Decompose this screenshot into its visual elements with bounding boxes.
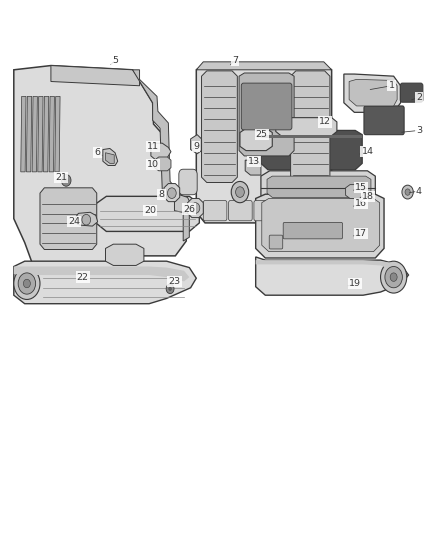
Polygon shape (196, 62, 332, 70)
Text: 8: 8 (159, 190, 164, 199)
Text: 19: 19 (349, 279, 361, 288)
Polygon shape (154, 157, 171, 171)
Text: 17: 17 (355, 229, 367, 238)
FancyBboxPatch shape (203, 200, 227, 221)
Polygon shape (239, 73, 294, 156)
Text: 5: 5 (112, 56, 118, 64)
Polygon shape (344, 74, 401, 112)
Polygon shape (106, 244, 144, 265)
Polygon shape (267, 176, 371, 197)
Text: 23: 23 (168, 277, 180, 286)
Polygon shape (106, 153, 114, 164)
FancyBboxPatch shape (229, 200, 252, 221)
FancyBboxPatch shape (279, 200, 303, 221)
FancyBboxPatch shape (283, 222, 343, 239)
Polygon shape (38, 96, 43, 172)
Polygon shape (290, 71, 330, 182)
Polygon shape (26, 96, 32, 172)
Text: 4: 4 (416, 187, 422, 196)
Polygon shape (14, 66, 186, 285)
Polygon shape (14, 261, 196, 304)
Text: 24: 24 (68, 217, 80, 227)
Circle shape (231, 181, 249, 203)
Polygon shape (51, 66, 140, 86)
Polygon shape (262, 198, 380, 252)
Polygon shape (349, 79, 397, 106)
Polygon shape (187, 198, 203, 217)
FancyBboxPatch shape (179, 169, 197, 195)
Polygon shape (174, 193, 191, 213)
Text: 14: 14 (361, 147, 374, 156)
Polygon shape (261, 171, 375, 204)
FancyBboxPatch shape (364, 106, 404, 135)
Text: 10: 10 (147, 160, 159, 169)
FancyBboxPatch shape (400, 83, 423, 102)
Text: 11: 11 (147, 142, 159, 151)
Polygon shape (96, 196, 199, 231)
Text: 6: 6 (95, 148, 101, 157)
Polygon shape (74, 212, 98, 226)
Polygon shape (40, 188, 97, 249)
Polygon shape (261, 135, 362, 138)
Polygon shape (21, 96, 26, 172)
Circle shape (390, 273, 397, 281)
Polygon shape (32, 96, 37, 172)
Polygon shape (256, 194, 384, 258)
Text: 16: 16 (355, 199, 367, 208)
Text: 15: 15 (355, 183, 367, 192)
Polygon shape (346, 184, 363, 198)
Text: 2: 2 (416, 93, 422, 102)
Text: 20: 20 (144, 206, 156, 215)
Circle shape (166, 284, 174, 294)
Text: 3: 3 (416, 126, 422, 135)
Polygon shape (256, 260, 398, 272)
Polygon shape (49, 96, 54, 172)
Circle shape (236, 187, 244, 197)
Circle shape (381, 261, 407, 293)
FancyBboxPatch shape (304, 200, 328, 221)
FancyBboxPatch shape (254, 200, 278, 221)
Text: 7: 7 (232, 56, 238, 64)
Polygon shape (103, 149, 118, 165)
Text: 21: 21 (55, 173, 67, 182)
Circle shape (385, 266, 403, 288)
Polygon shape (55, 96, 60, 172)
Polygon shape (43, 96, 49, 172)
Polygon shape (245, 160, 261, 175)
Polygon shape (261, 131, 362, 169)
Polygon shape (14, 266, 189, 281)
Text: 18: 18 (362, 192, 374, 201)
Polygon shape (276, 118, 337, 136)
Circle shape (405, 189, 410, 195)
Circle shape (402, 185, 413, 199)
FancyBboxPatch shape (241, 83, 292, 130)
Text: 9: 9 (193, 142, 199, 151)
Circle shape (64, 178, 68, 182)
Polygon shape (196, 64, 332, 223)
Circle shape (191, 203, 200, 213)
Text: 25: 25 (256, 130, 268, 139)
Text: 26: 26 (184, 205, 195, 214)
Text: 13: 13 (248, 157, 260, 166)
Polygon shape (240, 128, 272, 151)
Polygon shape (133, 70, 189, 241)
Polygon shape (151, 143, 171, 160)
Circle shape (82, 214, 91, 225)
Circle shape (23, 279, 30, 288)
Polygon shape (191, 135, 201, 154)
Text: 1: 1 (389, 81, 395, 90)
Circle shape (14, 268, 40, 300)
Circle shape (169, 287, 171, 290)
Circle shape (61, 174, 71, 186)
Circle shape (167, 188, 176, 198)
Text: 12: 12 (319, 117, 331, 126)
Polygon shape (201, 71, 237, 182)
Text: 22: 22 (77, 273, 89, 281)
Polygon shape (164, 183, 180, 201)
Polygon shape (256, 257, 409, 295)
Circle shape (18, 273, 35, 294)
FancyBboxPatch shape (269, 235, 283, 249)
